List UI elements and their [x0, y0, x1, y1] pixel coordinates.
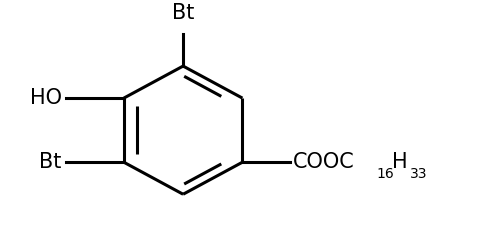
- Text: 33: 33: [409, 167, 426, 181]
- Text: Bt: Bt: [171, 2, 194, 23]
- Text: HO: HO: [30, 88, 61, 108]
- Text: COOC: COOC: [292, 152, 354, 172]
- Text: Bt: Bt: [39, 152, 61, 172]
- Text: H: H: [391, 152, 407, 172]
- Text: 16: 16: [375, 167, 393, 181]
